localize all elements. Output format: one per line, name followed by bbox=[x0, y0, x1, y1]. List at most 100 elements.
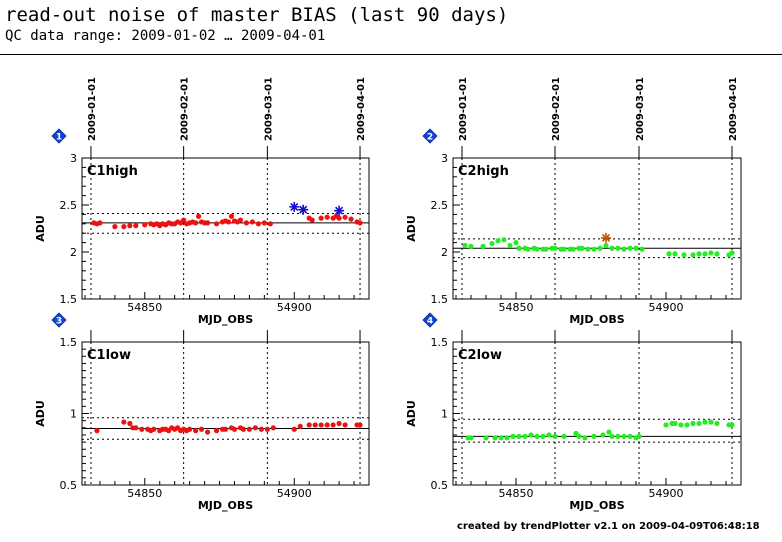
data-point bbox=[552, 245, 558, 251]
data-point bbox=[621, 246, 627, 252]
data-point bbox=[636, 433, 642, 439]
plot-frame bbox=[81, 341, 370, 486]
data-point bbox=[627, 245, 633, 251]
x-axis-label: MJD_OBS bbox=[569, 313, 624, 326]
data-point bbox=[204, 220, 211, 226]
panel-label: C1low bbox=[87, 348, 131, 363]
data-point bbox=[139, 426, 145, 432]
data-point bbox=[342, 422, 348, 428]
data-point bbox=[324, 214, 330, 220]
data-point bbox=[222, 426, 229, 432]
x-axis-label: MJD_OBS bbox=[569, 499, 624, 512]
y-tick-label: 1.5 bbox=[60, 336, 78, 349]
data-point bbox=[702, 419, 708, 425]
data-point bbox=[195, 213, 202, 219]
data-point bbox=[492, 435, 498, 441]
data-point bbox=[297, 423, 303, 429]
x-tick-label: 54900 bbox=[649, 487, 684, 500]
data-point bbox=[121, 224, 127, 230]
panel-badge-icon bbox=[51, 312, 67, 328]
data-point bbox=[489, 240, 495, 247]
x-axis-label: MJD_OBS bbox=[198, 313, 253, 326]
data-point bbox=[127, 420, 133, 427]
data-point bbox=[480, 243, 486, 249]
data-point bbox=[112, 224, 118, 230]
y-axis-label: ADU bbox=[34, 215, 47, 242]
data-point bbox=[600, 432, 606, 438]
data-point bbox=[330, 422, 336, 428]
x-tick-label: 54900 bbox=[277, 487, 312, 500]
data-point bbox=[615, 433, 621, 439]
data-point bbox=[534, 433, 540, 439]
y-axis-label: ADU bbox=[405, 215, 418, 242]
data-point bbox=[309, 217, 315, 223]
data-point bbox=[621, 433, 627, 439]
data-point bbox=[213, 221, 220, 227]
data-point bbox=[495, 238, 501, 244]
data-point bbox=[696, 420, 702, 427]
plot-frame bbox=[452, 157, 742, 300]
outlier-marker bbox=[334, 205, 345, 216]
chart-panel-4: 54850 54900 MJD_OBS 0.5 1 1.5 ADU C2low 4 bbox=[405, 312, 742, 512]
chart-panel-1: 2009-01-01 2009-02-01 2009-03-01 2009-04-01… bbox=[34, 77, 370, 326]
data-point bbox=[357, 422, 363, 428]
x-tick-label: 54900 bbox=[649, 301, 684, 314]
panel-badge-icon bbox=[422, 128, 438, 144]
data-point bbox=[462, 242, 468, 249]
panel-badge-number: 4 bbox=[427, 317, 433, 327]
data-point bbox=[504, 435, 510, 441]
page-subtitle: QC data range: 2009-01-02 … 2009-04-01 bbox=[5, 28, 326, 44]
data-point bbox=[264, 426, 270, 432]
x-tick-label: 54850 bbox=[499, 487, 534, 500]
x-axis-label: MJD_OBS bbox=[198, 499, 253, 512]
data-point bbox=[585, 246, 591, 252]
data-point bbox=[609, 245, 615, 251]
data-point bbox=[570, 246, 576, 252]
panel-label: C2high bbox=[458, 164, 509, 179]
data-point bbox=[357, 220, 363, 226]
data-point bbox=[672, 420, 678, 427]
data-point bbox=[672, 251, 678, 257]
data-point bbox=[246, 426, 253, 432]
x-tick-label: 54850 bbox=[499, 301, 534, 314]
data-point bbox=[198, 426, 205, 432]
data-point bbox=[127, 223, 133, 229]
data-point bbox=[97, 220, 103, 226]
data-point bbox=[237, 217, 244, 223]
data-point bbox=[627, 433, 633, 439]
data-point bbox=[534, 246, 540, 252]
y-tick-label: 2.5 bbox=[60, 199, 78, 212]
data-point bbox=[342, 214, 348, 220]
y-tick-label: 3 bbox=[441, 152, 448, 165]
data-point bbox=[498, 435, 504, 441]
data-point bbox=[231, 426, 238, 432]
data-point bbox=[633, 245, 639, 251]
date-tick-label: 2009-01-01 bbox=[87, 77, 98, 141]
data-point bbox=[540, 433, 546, 439]
data-point bbox=[663, 422, 669, 428]
panel-badge-number: 3 bbox=[56, 317, 62, 327]
data-point bbox=[714, 251, 720, 257]
date-tick-label: 2009-03-01 bbox=[263, 77, 274, 141]
data-point bbox=[94, 428, 100, 434]
data-point bbox=[609, 433, 615, 439]
data-point bbox=[249, 219, 256, 225]
data-point bbox=[336, 215, 342, 221]
data-point bbox=[204, 429, 211, 435]
outlier-marker bbox=[601, 232, 611, 243]
data-point bbox=[270, 425, 276, 431]
data-point bbox=[528, 432, 534, 438]
data-point bbox=[193, 428, 199, 434]
y-tick-label: 1.5 bbox=[60, 293, 78, 306]
y-tick-label: 2 bbox=[70, 246, 77, 259]
data-point bbox=[690, 252, 696, 258]
data-point bbox=[336, 420, 342, 427]
data-point bbox=[228, 213, 235, 219]
y-tick-label: 2.5 bbox=[431, 199, 449, 212]
data-point bbox=[729, 250, 735, 256]
footer-credit: created by trendPlotter v2.1 on 2009-04-… bbox=[457, 521, 760, 532]
data-point bbox=[591, 433, 597, 439]
data-point bbox=[225, 219, 232, 225]
data-point bbox=[522, 433, 528, 439]
panel-label: C1high bbox=[87, 164, 138, 179]
